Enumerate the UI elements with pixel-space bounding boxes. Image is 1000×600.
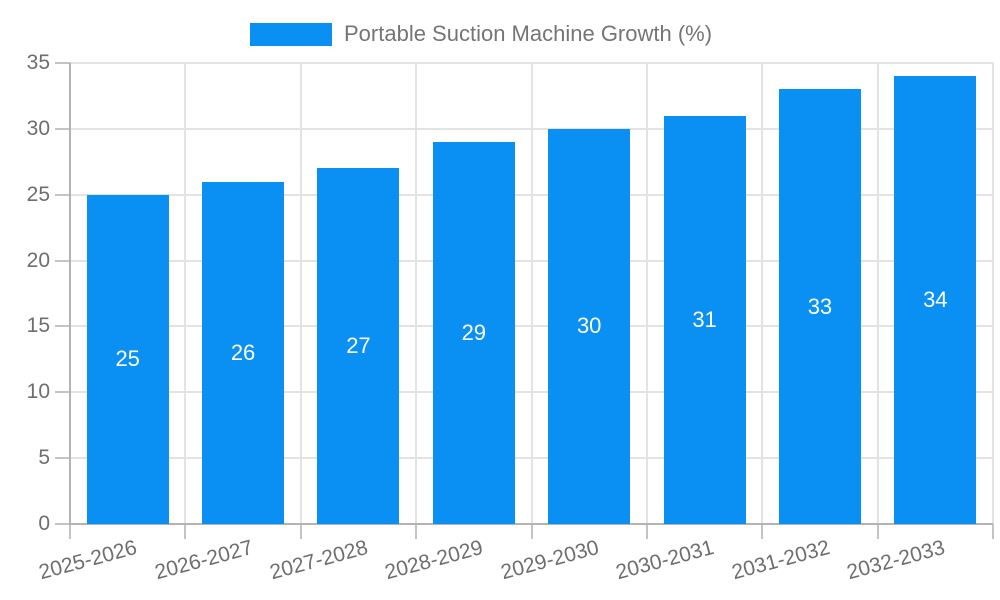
- x-axis-tick-label: 2031-2032: [728, 536, 832, 585]
- bar[interactable]: [778, 89, 861, 524]
- bar[interactable]: [86, 194, 169, 524]
- x-axis-tick-mark: [645, 524, 648, 539]
- y-axis-tick-mark: [55, 127, 70, 130]
- y-axis-tick-mark: [55, 523, 70, 525]
- y-axis-tick-label: 15: [26, 314, 50, 338]
- x-axis-tick-label: 2032-2033: [844, 536, 948, 585]
- x-axis-tick-mark: [184, 524, 187, 539]
- v-gridline: [645, 63, 648, 524]
- v-gridline: [299, 63, 302, 524]
- x-axis-tick-label: 2025-2026: [36, 536, 140, 585]
- x-axis-line: [69, 523, 993, 525]
- y-axis-tick-label: 10: [26, 380, 50, 404]
- y-axis-tick-mark: [55, 62, 70, 64]
- bar[interactable]: [432, 142, 515, 524]
- y-axis-tick-label: 5: [38, 446, 50, 470]
- x-axis-tick-mark: [761, 524, 764, 539]
- y-axis-tick-label: 25: [26, 182, 50, 206]
- v-gridline: [415, 63, 418, 524]
- x-axis-tick-label: 2027-2028: [267, 536, 371, 585]
- y-axis-tick-mark: [55, 259, 70, 262]
- bar[interactable]: [548, 128, 631, 524]
- y-axis-tick-mark: [55, 391, 70, 394]
- x-axis-tick-label: 2028-2029: [382, 536, 486, 585]
- x-axis-tick-label: 2026-2027: [152, 536, 256, 585]
- x-axis-tick-label: 2030-2031: [613, 536, 717, 585]
- x-axis-tick-mark: [415, 524, 418, 539]
- y-axis-tick-label: 30: [26, 116, 50, 140]
- v-gridline: [184, 63, 187, 524]
- y-axis-tick-mark: [55, 457, 70, 460]
- legend-item[interactable]: Portable Suction Machine Growth (%): [250, 21, 712, 47]
- x-axis-tick-mark: [69, 524, 71, 539]
- x-axis-tick-label: 2029-2030: [498, 536, 602, 585]
- y-axis-tick-mark: [55, 325, 70, 328]
- x-axis-tick-mark: [530, 524, 533, 539]
- v-gridline: [992, 63, 994, 524]
- bar[interactable]: [894, 76, 977, 524]
- y-axis-line: [69, 63, 71, 524]
- y-axis-tick-label: 0: [38, 512, 50, 535]
- y-axis-tick-label: 35: [26, 51, 50, 74]
- legend-swatch-icon: [250, 22, 332, 46]
- legend-label: Portable Suction Machine Growth (%): [344, 21, 713, 46]
- y-axis-tick-label: 20: [26, 248, 50, 272]
- bar[interactable]: [663, 115, 746, 524]
- v-gridline: [876, 63, 879, 524]
- v-gridline: [761, 63, 764, 524]
- x-axis-tick-mark: [299, 524, 302, 539]
- v-gridline: [530, 63, 533, 524]
- y-axis-tick-mark: [55, 193, 70, 196]
- bar[interactable]: [317, 168, 400, 524]
- x-axis-tick-mark: [876, 524, 879, 539]
- bar[interactable]: [202, 181, 285, 524]
- x-axis-tick-mark: [992, 524, 994, 539]
